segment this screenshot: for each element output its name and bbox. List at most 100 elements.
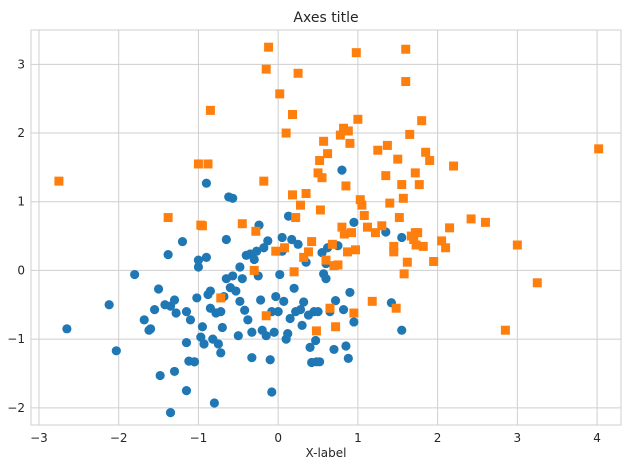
data-point <box>54 176 64 186</box>
data-point <box>398 193 408 203</box>
data-point <box>265 355 275 365</box>
data-point <box>339 229 349 239</box>
data-point <box>353 114 363 124</box>
data-point <box>409 235 419 245</box>
data-point <box>295 200 305 210</box>
x-tick-label: −2 <box>110 431 128 445</box>
data-point <box>295 304 306 315</box>
data-point <box>397 232 407 243</box>
data-point <box>235 262 245 272</box>
data-point <box>437 236 447 246</box>
data-point <box>411 240 421 250</box>
data-point <box>264 42 274 52</box>
data-point <box>163 250 173 260</box>
x-tick-label: 0 <box>274 431 282 445</box>
data-point <box>169 295 180 305</box>
data-point <box>393 154 403 164</box>
data-point <box>163 213 173 223</box>
x-axis-label: X-label <box>306 446 347 460</box>
data-point <box>181 386 192 396</box>
data-point <box>213 339 223 349</box>
data-point <box>259 176 269 186</box>
data-point <box>169 366 180 377</box>
data-point <box>362 222 372 232</box>
data-point <box>299 252 309 262</box>
data-point <box>193 262 204 272</box>
data-point <box>149 304 160 315</box>
data-point <box>279 296 289 306</box>
chart-title: Axes title <box>293 10 358 26</box>
data-point <box>347 228 357 238</box>
data-point <box>299 297 309 307</box>
data-point <box>196 332 206 342</box>
y-tick-label: −1 <box>7 332 25 346</box>
data-point <box>397 180 407 190</box>
data-point <box>145 324 156 334</box>
data-point <box>441 243 451 253</box>
data-point <box>247 353 257 363</box>
x-tick-label: 4 <box>593 431 601 445</box>
data-point <box>329 344 339 355</box>
data-point <box>373 145 383 155</box>
data-point <box>189 357 200 367</box>
data-point <box>240 305 250 315</box>
data-point <box>323 149 333 159</box>
data-point <box>283 211 294 221</box>
data-point <box>317 173 327 183</box>
data-point <box>139 315 149 325</box>
data-point <box>237 219 247 229</box>
data-point <box>335 130 345 140</box>
data-point <box>397 325 407 335</box>
data-point <box>216 293 226 303</box>
data-point <box>532 278 542 288</box>
data-point <box>153 284 164 294</box>
data-point <box>343 247 353 257</box>
data-point <box>389 241 399 251</box>
data-point <box>401 44 411 54</box>
data-point <box>410 228 420 238</box>
data-point <box>307 237 317 247</box>
y-tick-label: 0 <box>17 263 25 277</box>
data-point <box>341 181 351 191</box>
data-point <box>480 217 490 227</box>
data-point <box>130 269 140 280</box>
x-tick-label: 1 <box>354 431 362 445</box>
data-point <box>257 325 267 335</box>
y-tick-label: −2 <box>7 401 25 415</box>
data-point <box>301 188 311 198</box>
data-point <box>399 269 409 279</box>
data-point <box>193 255 204 265</box>
data-point <box>171 308 181 318</box>
data-point <box>288 190 298 200</box>
data-point <box>315 156 325 166</box>
data-point <box>321 255 331 265</box>
data-point <box>243 315 253 325</box>
data-point <box>311 335 321 346</box>
data-point <box>203 159 213 169</box>
data-point <box>111 346 121 356</box>
data-point <box>345 138 355 148</box>
data-point <box>205 105 215 115</box>
x-tick-label: 3 <box>514 431 522 445</box>
data-point <box>389 247 399 257</box>
data-point <box>197 221 207 231</box>
data-point <box>313 307 323 317</box>
data-point <box>197 322 208 332</box>
data-point <box>293 239 303 249</box>
data-point <box>385 198 395 208</box>
x-tick-label: −1 <box>190 431 208 445</box>
data-point <box>355 195 365 205</box>
data-point <box>313 168 323 178</box>
data-point <box>327 239 337 249</box>
data-point <box>341 341 351 351</box>
data-point <box>425 156 435 166</box>
data-point <box>381 171 391 181</box>
data-point <box>287 234 297 245</box>
data-point <box>185 315 196 325</box>
data-point <box>281 128 291 138</box>
data-point <box>280 243 290 253</box>
data-point <box>418 241 428 251</box>
data-point <box>315 205 325 215</box>
data-point <box>367 296 377 306</box>
y-tick-label: 3 <box>17 57 25 71</box>
